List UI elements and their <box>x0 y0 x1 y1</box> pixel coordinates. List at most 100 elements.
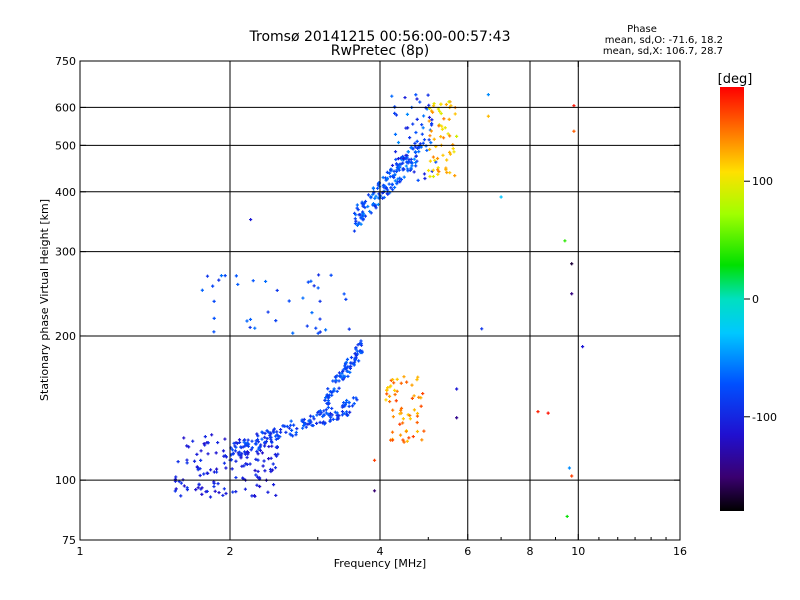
data-point <box>408 417 413 421</box>
data-point <box>402 440 406 444</box>
colorbar-tick-label: 100 <box>752 175 773 188</box>
data-point <box>445 170 449 175</box>
data-point <box>302 423 306 428</box>
data-point <box>393 185 397 190</box>
data-point <box>349 364 353 369</box>
data-point <box>231 490 235 494</box>
data-point <box>385 388 389 392</box>
data-point <box>394 399 398 403</box>
data-point <box>279 430 283 434</box>
data-point <box>243 452 248 456</box>
data-point <box>338 374 342 378</box>
data-point <box>330 393 334 397</box>
data-point <box>258 448 263 452</box>
data-point <box>390 94 394 98</box>
phase-header: Phase <box>627 24 657 35</box>
data-point <box>289 419 293 423</box>
colorbar-label: [deg] <box>718 72 753 87</box>
data-point <box>271 430 275 434</box>
data-point <box>291 434 295 438</box>
data-point <box>257 445 261 449</box>
data-point <box>412 157 416 161</box>
data-point <box>392 169 396 173</box>
data-point <box>256 458 260 462</box>
data-point <box>384 178 388 182</box>
data-point <box>196 468 200 472</box>
data-point <box>315 421 319 425</box>
colorbar <box>720 87 744 511</box>
data-point <box>268 467 273 472</box>
y-tick-label: 500 <box>55 139 76 152</box>
isolated-data-point <box>480 327 484 331</box>
data-point <box>255 483 259 487</box>
data-point <box>434 160 438 164</box>
data-point <box>246 438 250 442</box>
data-point <box>393 392 397 397</box>
isolated-data-point <box>499 195 503 199</box>
data-point <box>224 455 229 459</box>
data-point <box>403 95 407 100</box>
isolated-data-point <box>455 387 459 391</box>
data-point <box>223 274 227 278</box>
data-point <box>348 370 352 374</box>
data-point <box>356 343 360 347</box>
data-point <box>391 378 395 382</box>
data-point <box>420 132 424 136</box>
data-point <box>373 196 377 201</box>
isolated-data-point <box>565 514 569 519</box>
data-point <box>405 167 410 171</box>
data-point <box>306 422 310 426</box>
data-point <box>256 440 261 444</box>
data-point <box>385 392 389 396</box>
data-point <box>440 124 444 128</box>
data-point <box>350 404 355 408</box>
data-point <box>273 466 278 470</box>
data-point <box>291 331 295 335</box>
data-point <box>318 317 322 321</box>
axis-ticks: 1 2 4 6 8 10 16 75 100 200 300 400 500 600 750 <box>55 55 687 558</box>
data-point <box>212 330 216 334</box>
data-point <box>343 402 347 407</box>
data-point <box>401 157 406 161</box>
data-point <box>415 97 419 101</box>
data-point <box>343 364 347 368</box>
x-tick-label: 6 <box>464 545 471 558</box>
data-point <box>361 210 365 214</box>
data-point <box>355 223 360 228</box>
data-point <box>322 409 326 413</box>
data-point <box>393 111 397 115</box>
data-point <box>238 440 242 445</box>
data-point <box>243 487 248 491</box>
data-point <box>420 438 424 442</box>
data-point <box>256 469 260 474</box>
data-point <box>408 168 412 172</box>
data-point <box>359 222 363 226</box>
data-point <box>323 421 327 425</box>
data-point <box>448 171 452 175</box>
data-point <box>396 177 400 181</box>
data-point <box>452 150 456 154</box>
colorbar-ticks: 100 0 -100 <box>744 175 777 424</box>
data-point <box>398 412 402 416</box>
data-point <box>310 423 314 428</box>
data-point <box>301 296 305 300</box>
data-point <box>429 129 434 133</box>
data-point <box>437 124 441 128</box>
data-point <box>340 413 344 417</box>
data-point <box>256 452 260 456</box>
data-point <box>386 386 390 390</box>
data-point <box>415 117 419 121</box>
isolated-data-point <box>372 458 377 462</box>
data-point <box>214 451 218 455</box>
data-point <box>390 183 394 187</box>
data-point <box>330 406 334 411</box>
data-point <box>328 390 332 394</box>
data-point <box>409 166 413 170</box>
data-point <box>269 432 273 436</box>
data-point <box>412 394 416 398</box>
data-point <box>300 419 304 423</box>
y-tick-label: 750 <box>55 55 76 68</box>
data-point <box>408 413 412 418</box>
data-point <box>254 473 258 477</box>
data-point <box>347 400 351 404</box>
